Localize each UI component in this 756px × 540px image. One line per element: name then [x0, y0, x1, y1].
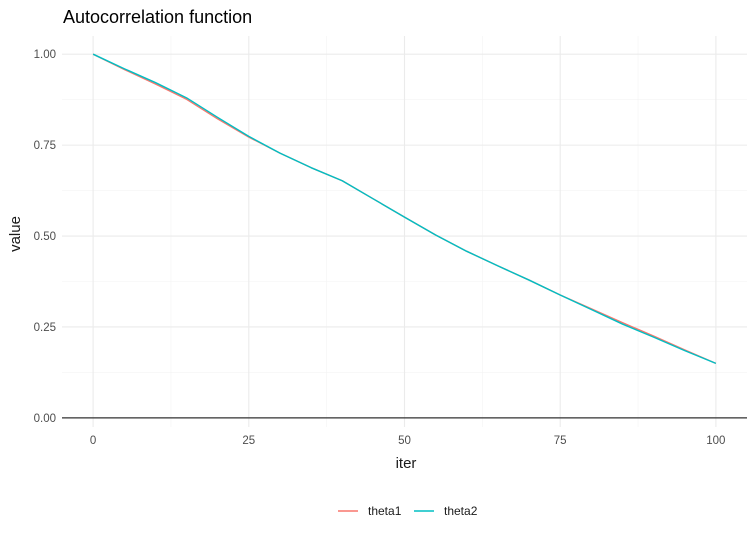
series-lines — [92, 53, 717, 364]
x-tick-label: 75 — [554, 435, 567, 447]
legend-label-theta2: theta2 — [444, 504, 478, 518]
x-tick-label: 50 — [398, 435, 411, 447]
series-line-theta2 — [92, 53, 717, 364]
y-tick-label: 0.75 — [34, 140, 56, 152]
y-axis-title: value — [7, 216, 24, 252]
legend-label-theta1: theta1 — [368, 504, 402, 518]
y-tick-label: 0.50 — [34, 231, 56, 243]
y-tick-label: 0.00 — [34, 413, 56, 425]
grid — [62, 36, 747, 427]
x-axis-title: iter — [396, 455, 417, 472]
y-tick-label: 0.25 — [34, 322, 56, 334]
x-axis-ticks: 0 25 50 75 100 — [90, 435, 726, 447]
x-tick-label: 25 — [242, 435, 255, 447]
x-tick-label: 0 — [90, 435, 96, 447]
y-axis-ticks: 0.00 0.25 0.50 0.75 1.00 — [34, 49, 56, 425]
legend: theta1 theta2 — [338, 504, 478, 518]
x-tick-label: 100 — [706, 435, 725, 447]
y-tick-label: 1.00 — [34, 49, 56, 61]
chart-title: Autocorrelation function — [63, 7, 252, 27]
